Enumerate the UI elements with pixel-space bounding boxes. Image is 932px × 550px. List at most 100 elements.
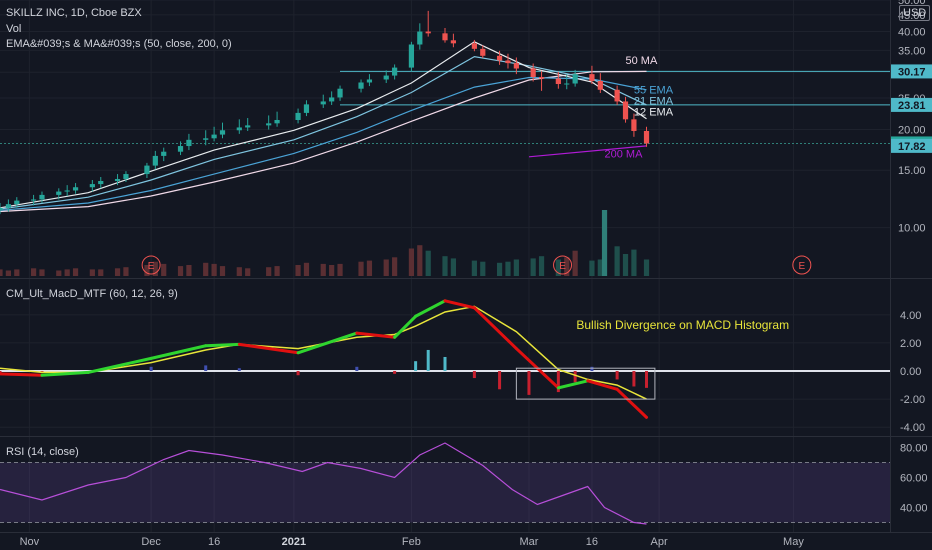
macd-annotation: Bullish Divergence on MACD Histogram: [576, 318, 789, 332]
candle-body: [56, 191, 62, 195]
macd-line-segment: [443, 299, 476, 310]
candle-body: [450, 40, 456, 44]
price-axis-divider: [890, 0, 891, 532]
candle-body: [245, 125, 251, 128]
candle-body: [5, 204, 11, 208]
vol-legend[interactable]: Vol: [6, 23, 22, 35]
volume-bar: [5, 270, 11, 276]
x-tick-label: 16: [586, 536, 598, 548]
macd-histogram-bar: [149, 366, 153, 372]
currency-badge[interactable]: USD: [899, 5, 931, 21]
price-label-badge: [890, 64, 932, 79]
macd-line-segment: [237, 342, 300, 355]
macd-histogram-bar: [527, 371, 531, 395]
volume-bar: [56, 270, 62, 276]
macd-histogram-bar: [393, 371, 397, 374]
candle-body: [392, 67, 398, 76]
candle-body: [144, 165, 150, 175]
price-label-text: 17.82: [898, 141, 926, 153]
y-tick-label: -2.00: [900, 394, 925, 406]
candle-body: [14, 200, 20, 205]
candle-body: [480, 48, 486, 56]
volume-bar: [601, 210, 608, 276]
candle-body: [589, 74, 595, 81]
macd-line-segment: [355, 331, 397, 339]
ma-annotation: 12 EMA: [634, 106, 674, 118]
volume-bar: [614, 246, 620, 276]
volume-bar: [564, 257, 570, 276]
pane-separator: [0, 278, 932, 279]
candle-body: [72, 187, 79, 191]
volume-bar: [622, 254, 629, 276]
macd-histogram-bar: [472, 371, 476, 379]
earnings-marker-label: E: [799, 261, 806, 272]
macd-legend[interactable]: CM_Ult_MacD_MTF (60, 12, 26, 9): [6, 288, 178, 300]
earnings-marker-icon: [141, 255, 161, 275]
candle-body: [98, 181, 104, 185]
candle-body: [366, 79, 373, 83]
volume-bar: [589, 260, 595, 276]
symbol-title[interactable]: SKILLZ INC, 1D, Cboe BZX: [6, 7, 142, 19]
candle-body: [358, 82, 364, 89]
y-tick-label: 50.00: [898, 0, 926, 7]
earnings-marker-icon: [553, 255, 573, 275]
y-tick-label: -4.00: [900, 422, 925, 434]
volume-bar: [480, 261, 486, 276]
volume-bar: [337, 263, 343, 276]
ma-annotation: 50 MA: [626, 55, 658, 67]
volume-bar: [64, 269, 70, 276]
candle-body: [89, 184, 95, 188]
candle-body: [295, 112, 301, 120]
volume-bar: [295, 265, 301, 276]
ema12-line: [0, 41, 647, 209]
price-label-badge: [890, 138, 932, 153]
macd-line-segment: [586, 379, 619, 391]
y-tick-label: 10.00: [898, 223, 926, 235]
candle-body: [0, 207, 3, 211]
volume-bar: [425, 250, 431, 276]
candle-body: [555, 78, 561, 85]
macd-histogram-bar: [645, 371, 649, 388]
price-label-text: 30.17: [898, 66, 926, 78]
time-axis-divider: [0, 532, 932, 533]
x-tick-label: 16: [208, 536, 220, 548]
macd-line-segment: [556, 379, 590, 390]
rsi-legend[interactable]: RSI (14, close): [6, 446, 79, 458]
candle-body: [614, 89, 620, 102]
x-tick-label: Mar: [519, 536, 538, 548]
candle-body: [471, 43, 477, 49]
volume-bar: [329, 265, 335, 276]
y-tick-label: 4.00: [900, 310, 921, 322]
candle-body: [564, 83, 570, 85]
macd-line-segment: [615, 387, 649, 419]
macd-histogram-bar: [498, 371, 502, 390]
volume-bar: [471, 260, 477, 276]
volume-bar: [643, 259, 650, 276]
candle-body: [114, 178, 121, 182]
x-tick-label: Dec: [141, 536, 161, 548]
y-tick-label: 20.00: [898, 125, 926, 137]
y-tick-label: 60.00: [900, 473, 928, 485]
volume-bar: [266, 267, 272, 276]
candle-body: [320, 101, 326, 105]
ema-ma-legend[interactable]: EMA&#039;s & MA&#039;s (50, close, 200, …: [6, 38, 232, 50]
volume-bar: [245, 268, 251, 276]
candle-body: [417, 31, 423, 45]
volume-bar: [392, 257, 398, 276]
macd-histogram-bar: [615, 371, 619, 380]
macd-histogram-bar: [414, 361, 418, 372]
volume-bar: [144, 265, 150, 276]
volume-bar: [0, 269, 3, 276]
price-label-text: 23.81: [898, 100, 926, 112]
volume-bar: [417, 245, 423, 276]
pane-separator: [0, 436, 932, 437]
candle-body: [572, 74, 578, 84]
candle-body: [643, 130, 650, 144]
volume-bar: [383, 259, 389, 276]
candle-body: [64, 190, 70, 192]
y-tick-label: 45.00: [898, 10, 926, 22]
candle-body: [329, 97, 335, 102]
macd-line-segment: [393, 314, 418, 339]
candle-body: [123, 174, 129, 179]
volume-bar: [496, 262, 503, 276]
